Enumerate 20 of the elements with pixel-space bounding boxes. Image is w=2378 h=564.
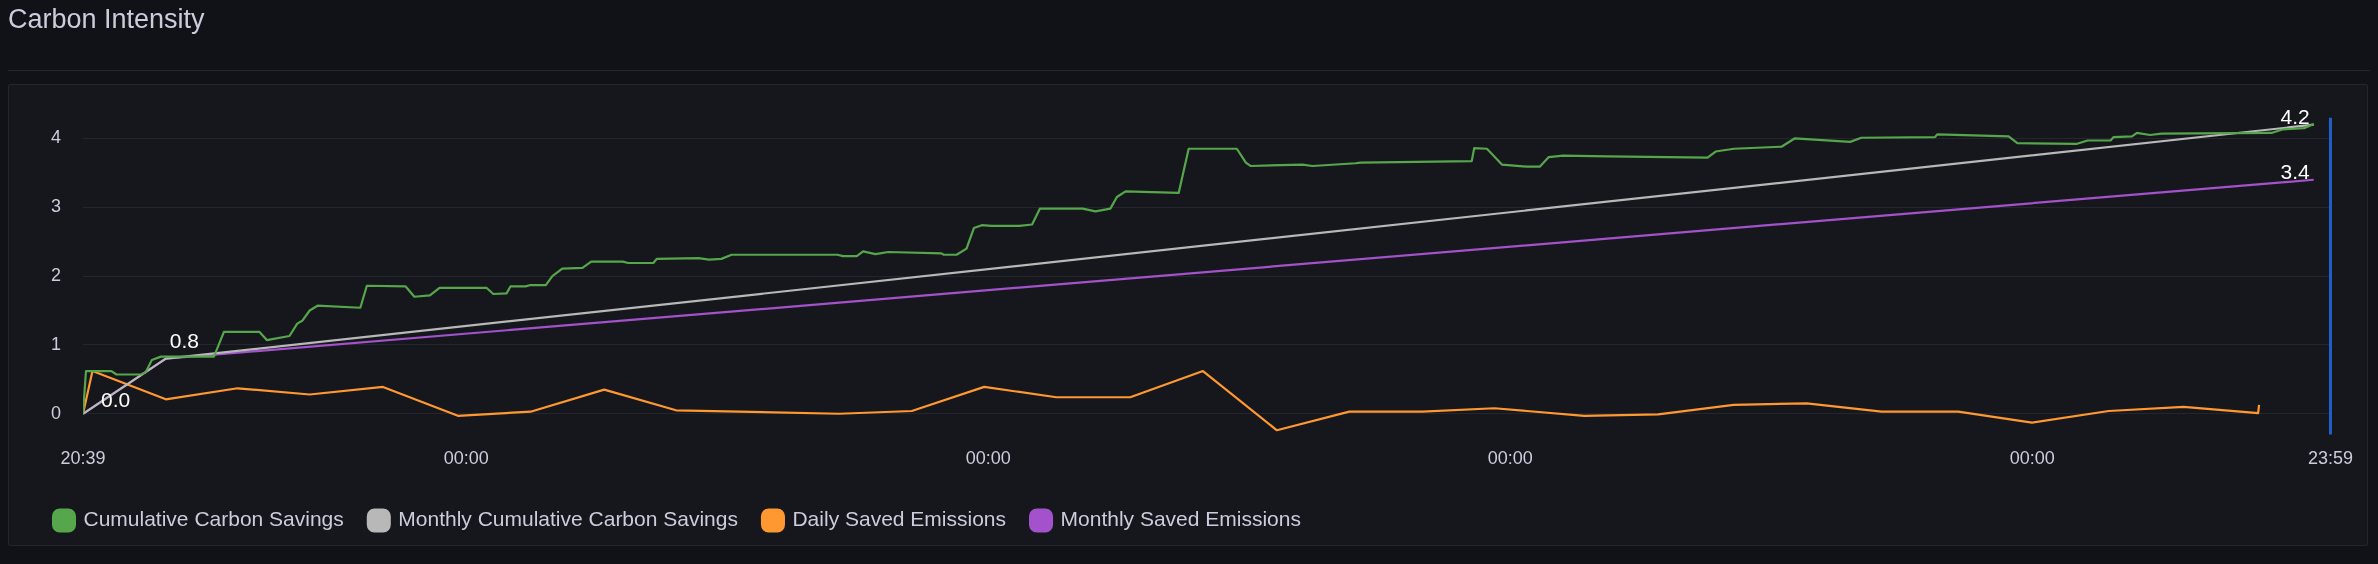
chart-title: Carbon Intensity — [8, 4, 205, 35]
y-tick-label: 3 — [51, 196, 62, 217]
y-tick-label: 2 — [51, 265, 62, 286]
y-tick-label: 1 — [51, 333, 62, 354]
legend-label: Cumulative Carbon Savings — [83, 507, 344, 531]
data-label: 3.4 — [2280, 160, 2311, 184]
data-label: 0.8 — [169, 328, 200, 352]
y-tick-label: 4 — [51, 127, 62, 148]
x-tick-label: 00:00 — [443, 448, 489, 469]
data-label: 4.2 — [2280, 104, 2310, 128]
legend-label: Daily Saved Emissions — [792, 507, 1007, 531]
data-label: 0.0 — [101, 388, 131, 412]
x-tick-label: 20:39 — [60, 448, 106, 469]
x-tick-label: 23:59 — [2307, 448, 2353, 469]
x-tick-label: 00:00 — [965, 448, 1011, 469]
x-tick-label: 00:00 — [2009, 448, 2055, 469]
legend-label: Monthly Saved Emissions — [1060, 507, 1301, 531]
y-tick-label: 0 — [51, 402, 62, 423]
x-tick-label: 00:00 — [1487, 448, 1533, 469]
legend-label: Monthly Cumulative Carbon Savings — [398, 507, 738, 531]
